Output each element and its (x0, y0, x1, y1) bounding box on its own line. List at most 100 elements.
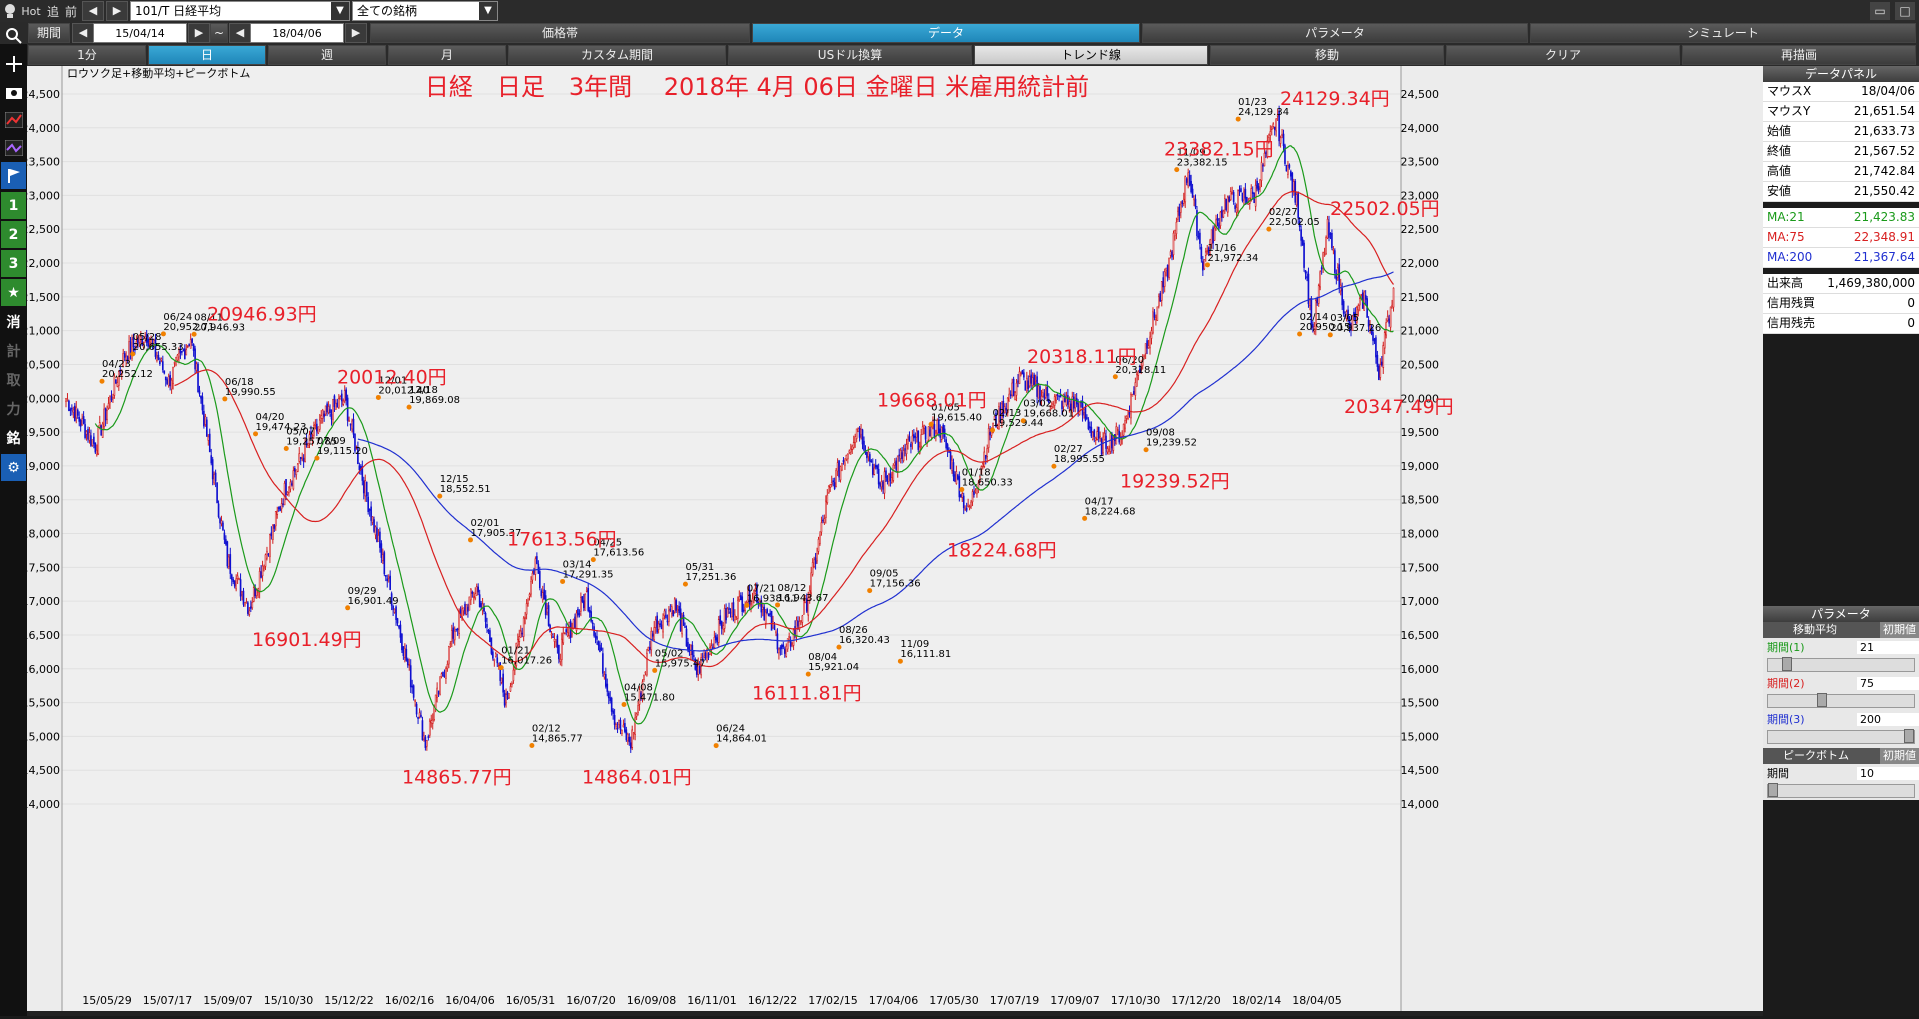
candle-body (1021, 370, 1024, 375)
preset-2-button[interactable]: 2 (1, 221, 26, 248)
candle-body (104, 408, 107, 421)
tab-trendline[interactable]: トレンド線 (974, 45, 1208, 65)
end-date-input[interactable]: 18/04/06 (250, 23, 344, 43)
candle-body (1309, 298, 1311, 306)
peak-period-slider[interactable] (1767, 783, 1915, 798)
candle-body (448, 646, 450, 665)
chevron-down-icon[interactable]: ▼ (331, 2, 349, 20)
slider-knob[interactable] (1904, 729, 1914, 743)
search-icon[interactable] (1, 22, 26, 49)
peak-marker (160, 331, 166, 337)
window-max-icon[interactable]: □ (1895, 2, 1915, 20)
chart-line-icon[interactable] (1, 106, 26, 133)
candlestick-chart[interactable]: 24,500 24,500 24,000 24,000 23,500 23,500 23,0… (22, 66, 1763, 1016)
add-button[interactable]: 追 (46, 4, 59, 19)
ma-period-slider[interactable] (1767, 657, 1915, 672)
y-tick-label: 18,000 (27, 528, 60, 541)
ma-reset-button[interactable]: 初期値 (1880, 622, 1919, 638)
tab-monthly[interactable]: 月 (388, 45, 506, 65)
hot-button[interactable]: Hot (21, 4, 41, 18)
stock-button[interactable]: 銘 (6, 430, 21, 447)
tab-daily[interactable]: 日 (148, 45, 266, 65)
candle-body (970, 501, 972, 507)
chevron-down-icon[interactable]: ▼ (479, 2, 497, 20)
candle-body (852, 441, 855, 448)
candle-body (706, 649, 708, 662)
peak-period-input[interactable]: 10 (1857, 766, 1919, 780)
chart-indicator-icon[interactable] (1, 134, 26, 161)
tab-data[interactable]: データ (752, 23, 1140, 43)
peak-date-label: 04/08 (624, 682, 653, 693)
candle-body (1379, 364, 1382, 378)
tab-clear[interactable]: クリア (1446, 45, 1680, 65)
candle-body (455, 628, 458, 631)
candle-body (272, 524, 274, 541)
ma-period-slider[interactable] (1767, 729, 1915, 744)
forward-icon[interactable]: ▶ (106, 1, 128, 21)
preset-3-button[interactable]: 3 (1, 250, 26, 277)
tab-simulate[interactable]: シミュレート (1530, 23, 1916, 43)
peak-marker (805, 671, 811, 677)
prev-button[interactable]: 前 (64, 4, 77, 19)
candle-body (1153, 312, 1156, 318)
tab-1min[interactable]: 1分 (28, 45, 146, 65)
y-tick-label: 23,500 (1401, 156, 1440, 169)
candle-body (1112, 437, 1115, 451)
symbol-select[interactable]: 101/T 日経平均 ▼ (130, 1, 350, 21)
preset-1-button[interactable]: 1 (1, 192, 26, 219)
ma-period-input[interactable]: 21 (1857, 640, 1919, 654)
data-row: 始値 21,633.73 (1763, 122, 1919, 142)
window-restore-icon[interactable]: ▭ (1870, 2, 1890, 20)
take-button[interactable]: 取 (6, 372, 21, 389)
end-next-icon[interactable]: ▶ (345, 23, 367, 43)
crosshair-icon[interactable] (1, 50, 26, 77)
candle-body (984, 455, 987, 459)
tab-parameter[interactable]: パラメータ (1142, 23, 1528, 43)
tab-price-band[interactable]: 価格帯 (370, 23, 750, 43)
tab-weekly[interactable]: 週 (268, 45, 386, 65)
peak-reset-button[interactable]: 初期値 (1880, 748, 1919, 764)
end-prev-icon[interactable]: ◀ (229, 23, 251, 43)
candle-body (647, 646, 650, 651)
flag-icon[interactable] (1, 162, 26, 189)
lightbulb-icon[interactable] (2, 2, 18, 20)
erase-button[interactable]: 消 (6, 314, 21, 331)
input-button[interactable]: 力 (6, 401, 21, 418)
candle-body (1225, 199, 1228, 210)
candle-body (974, 490, 977, 492)
peak-marker (928, 421, 934, 427)
tab-custom-period[interactable]: カスタム期間 (508, 45, 726, 65)
candle-body (568, 622, 570, 637)
candle-body (1149, 336, 1151, 349)
row-value: 21,550.42 (1853, 184, 1915, 198)
back-icon[interactable]: ◀ (82, 1, 104, 21)
camera-icon[interactable] (1, 78, 26, 105)
slider-knob[interactable] (1768, 783, 1778, 797)
chart-area[interactable]: 24,500 24,500 24,000 24,000 23,500 23,500 23,0… (22, 66, 1763, 1016)
start-next-icon[interactable]: ▶ (188, 23, 210, 43)
tab-usd[interactable]: USドル換算 (728, 45, 972, 65)
tab-redraw[interactable]: 再描画 (1682, 45, 1916, 65)
slider-knob[interactable] (1781, 657, 1792, 671)
volume-row: 信用残売 0 (1763, 314, 1919, 334)
candle-body (1350, 323, 1352, 331)
candle-body (324, 405, 327, 415)
candle-body (1115, 426, 1118, 445)
ma-period-input[interactable]: 200 (1857, 712, 1919, 726)
gear-icon[interactable]: ⚙ (1, 454, 26, 481)
calc-button[interactable]: 計 (6, 343, 21, 360)
market-select[interactable]: 全ての銘柄 ▼ (352, 1, 498, 21)
candle-body (216, 482, 218, 504)
candle-body (1046, 386, 1049, 397)
x-tick-label: 16/09/08 (627, 994, 676, 1007)
ma-period-input[interactable]: 75 (1857, 676, 1919, 690)
slider-knob[interactable] (1816, 693, 1827, 707)
tab-move[interactable]: 移動 (1210, 45, 1444, 65)
scrollbar[interactable] (27, 1011, 1763, 1016)
star-icon[interactable]: ★ (1, 279, 26, 306)
candle-body (1003, 406, 1006, 413)
start-date-input[interactable]: 15/04/14 (93, 23, 187, 43)
candle-body (274, 511, 277, 527)
ma-period-slider[interactable] (1767, 693, 1915, 708)
start-prev-icon[interactable]: ◀ (72, 23, 94, 43)
